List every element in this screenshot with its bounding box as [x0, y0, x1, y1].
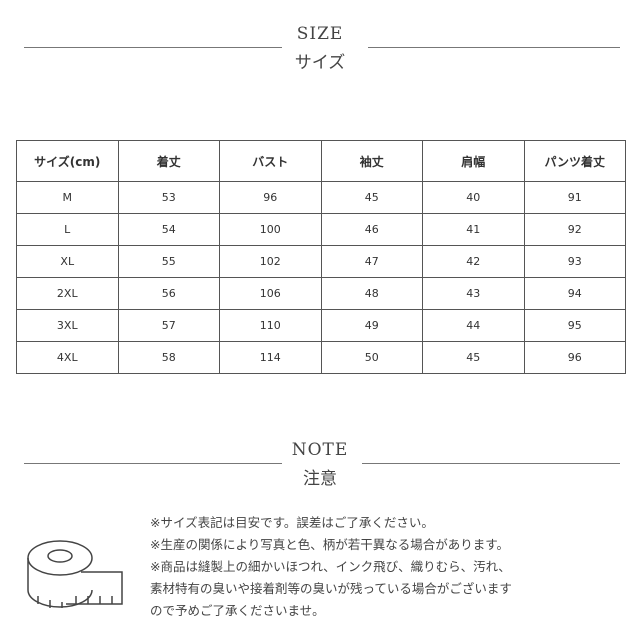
note-line: ※サイズ表記は目安です。誤差はご了承ください。: [150, 515, 434, 530]
table-cell: 100: [219, 213, 322, 246]
table-cell: 106: [219, 277, 322, 310]
table-cell: 2XL: [16, 277, 119, 310]
table-cell: 3XL: [16, 309, 119, 342]
table-cell: 47: [320, 245, 423, 278]
table-cell: 48: [320, 277, 423, 310]
column-header: 肩幅: [422, 140, 525, 182]
table-cell: 55: [117, 245, 220, 278]
table-cell: 45: [320, 181, 423, 214]
note-title-ja: 注意: [303, 469, 337, 489]
table-cell: 102: [219, 245, 322, 278]
table-row: 3XL 57 110 49 44 95: [16, 309, 626, 342]
table-row: M 53 96 45 40 91: [16, 181, 626, 214]
table-cell: 53: [117, 181, 220, 214]
table-cell: M: [16, 181, 119, 214]
measuring-tape-icon: [27, 540, 123, 608]
note-line: ので予めご了承くださいませ。: [150, 603, 325, 618]
table-cell: 42: [422, 245, 525, 278]
table-cell: 40: [422, 181, 525, 214]
column-header: 袖丈: [320, 140, 423, 182]
table-row: XL 55 102 47 42 93: [16, 245, 626, 278]
divider: [368, 47, 620, 48]
table-cell: 91: [523, 181, 626, 214]
column-header: サイズ(cm): [16, 140, 119, 182]
table-cell: L: [16, 213, 119, 246]
note-title-en: NOTE: [291, 440, 349, 460]
table-row: L 54 100 46 41 92: [16, 213, 626, 246]
table-cell: 54: [117, 213, 220, 246]
divider: [362, 463, 620, 464]
table-cell: 96: [523, 341, 626, 374]
divider: [24, 463, 282, 464]
table-cell: 4XL: [16, 341, 119, 374]
table-cell: 43: [422, 277, 525, 310]
note-line: ※商品は縫製上の細かいほつれ、インク飛び、織りむら、汚れ、: [150, 559, 511, 574]
column-header: パンツ着丈: [523, 140, 626, 182]
table-cell: 93: [523, 245, 626, 278]
table-cell: 50: [320, 341, 423, 374]
table-header-row: サイズ(cm) 着丈 バスト 袖丈 肩幅 パンツ着丈: [16, 140, 626, 182]
table-cell: 110: [219, 309, 322, 342]
size-title-en: SIZE: [296, 24, 344, 44]
note-text: ※サイズ表記は目安です。誤差はご了承ください。 ※生産の関係により写真と色、柄が…: [150, 512, 512, 622]
size-title-ja: サイズ: [294, 53, 346, 73]
table-cell: 46: [320, 213, 423, 246]
table-cell: 95: [523, 309, 626, 342]
column-header: バスト: [219, 140, 322, 182]
table-cell: 94: [523, 277, 626, 310]
table-cell: 45: [422, 341, 525, 374]
column-header: 着丈: [117, 140, 220, 182]
table-cell: 58: [117, 341, 220, 374]
table-cell: 44: [422, 309, 525, 342]
table-cell: XL: [16, 245, 119, 278]
table-cell: 96: [219, 181, 322, 214]
size-table: サイズ(cm) 着丈 バスト 袖丈 肩幅 パンツ着丈 M 53 96 45 40 91 L 54 100 46…: [16, 140, 626, 374]
table-cell: 56: [117, 277, 220, 310]
table-cell: 57: [117, 309, 220, 342]
divider: [24, 47, 282, 48]
table-row: 2XL 56 106 48 43 94: [16, 277, 626, 310]
table-cell: 41: [422, 213, 525, 246]
table-cell: 49: [320, 309, 423, 342]
note-line: ※生産の関係により写真と色、柄が若干異なる場合があります。: [150, 537, 509, 552]
table-row: 4XL 58 114 50 45 96: [16, 341, 626, 374]
note-line: 素材特有の臭いや接着剤等の臭いが残っている場合がございます: [150, 581, 512, 596]
table-cell: 92: [523, 213, 626, 246]
table-cell: 114: [219, 341, 322, 374]
